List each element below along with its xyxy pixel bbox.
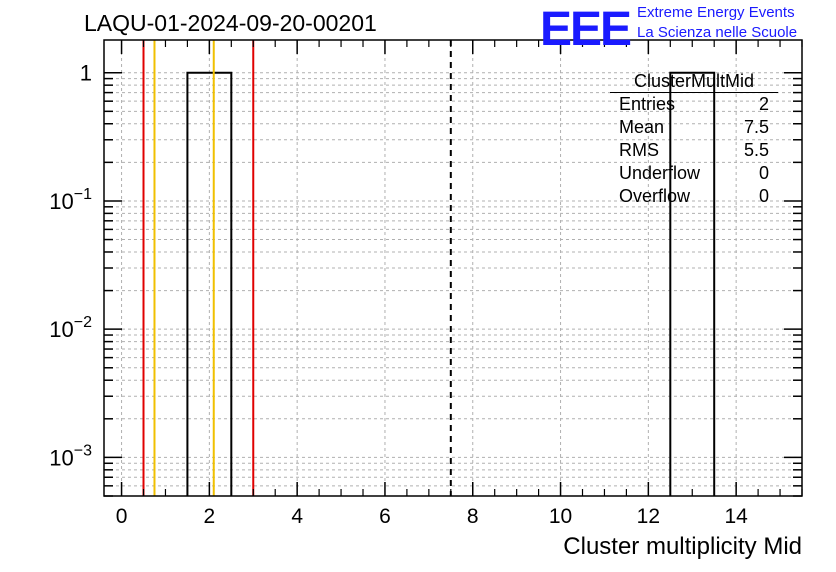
stats-label: Overflow (619, 186, 691, 206)
x-tick-label: 10 (549, 505, 572, 528)
stats-row-mean: Mean 7.5 (610, 116, 778, 139)
x-axis-title: Cluster multiplicity Mid (563, 533, 802, 560)
eee-logo: EEE (540, 3, 632, 56)
axis-layer: 0 2 4 6 8 10 12 14 10−3 10−2 10−1 1 (49, 40, 803, 528)
stats-row-entries: Entries 2 (610, 93, 778, 116)
stats-label: RMS (619, 140, 659, 160)
stats-box: ClusterMultMid Entries 2 Mean 7.5 RMS 5.… (610, 70, 778, 208)
y-tick-label: 10−1 (49, 186, 92, 214)
x-tick-label: 12 (637, 505, 660, 528)
x-tick-label: 6 (379, 505, 391, 528)
stats-value: 0 (758, 186, 769, 206)
logo-line-1: Extreme Energy Events (637, 4, 795, 21)
histogram-bin-0 (186, 71, 233, 496)
x-tick-label: 0 (116, 505, 128, 528)
stats-box-title: ClusterMultMid (610, 70, 778, 93)
logo-line-2: La Scienza nelle Scuole (637, 24, 798, 41)
stats-row-underflow: Underflow 0 (610, 162, 778, 185)
x-tick-label: 8 (467, 505, 479, 528)
stats-label: Mean (619, 117, 665, 137)
x-tick-label: 4 (291, 505, 303, 528)
x-tick-label: 14 (724, 505, 748, 528)
stats-value: 5.5 (743, 140, 769, 160)
stats-value: 7.5 (743, 117, 769, 137)
chart-title: LAQU-01-2024-09-20-00201 (84, 10, 377, 36)
y-tick-label: 10−2 (49, 314, 92, 342)
y-tick-label: 10−3 (49, 442, 92, 470)
stats-row-rms: RMS 5.5 (610, 139, 778, 162)
histogram-bin-1 (669, 71, 716, 496)
y-tick-label: 1 (80, 61, 92, 86)
stats-value: 2 (758, 94, 769, 114)
marks-layer (142, 40, 716, 496)
x-tick-label: 2 (204, 505, 216, 528)
stats-value: 0 (758, 163, 769, 183)
stats-label: Underflow (619, 163, 701, 183)
stats-row-overflow: Overflow 0 (610, 185, 778, 208)
stats-label: Entries (619, 94, 676, 114)
grid-layer (104, 40, 802, 497)
